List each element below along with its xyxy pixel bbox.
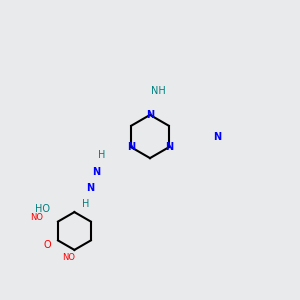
Text: NO: NO — [30, 213, 43, 222]
Text: N: N — [127, 142, 135, 152]
Text: H: H — [82, 199, 89, 209]
Text: N: N — [165, 142, 173, 152]
Text: NH: NH — [151, 85, 166, 96]
Text: N: N — [146, 110, 154, 120]
Text: O: O — [44, 239, 51, 250]
Text: N: N — [92, 167, 100, 177]
Text: N: N — [213, 131, 222, 142]
Text: N: N — [86, 183, 95, 193]
Text: NO: NO — [62, 254, 76, 262]
Text: H: H — [98, 150, 105, 161]
Text: HO: HO — [34, 204, 50, 214]
